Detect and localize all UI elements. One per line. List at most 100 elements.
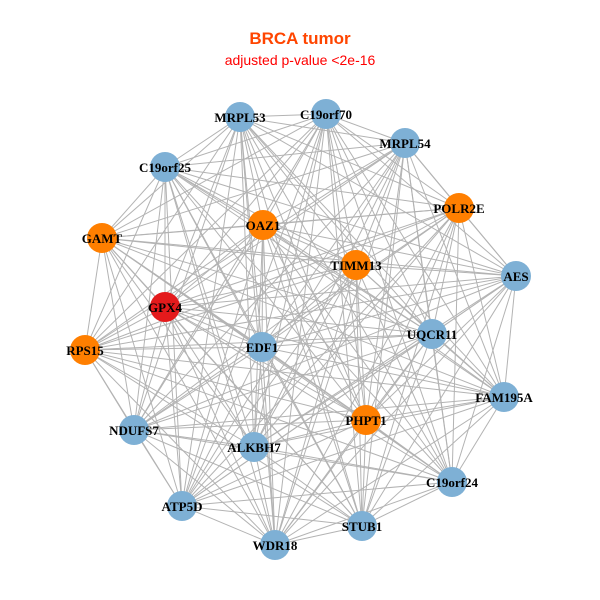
edge-GPX4-FAM195A	[164, 306, 505, 398]
edge-GAMT-ATP5D	[101, 237, 183, 507]
edge-GAMT-OAZ1	[101, 224, 264, 239]
edge-AES-WDR18	[274, 275, 517, 546]
edge-FAM195A-STUB1	[361, 396, 505, 527]
edge-MRPL53-PHPT1	[239, 116, 367, 421]
node-circle	[417, 319, 447, 349]
edge-C19orf70-C19orf25	[164, 113, 327, 168]
edge-C19orf70-STUB1	[325, 113, 363, 527]
edge-GAMT-UQCR11	[101, 237, 433, 335]
node-circle	[351, 405, 381, 435]
edge-C19orf25-POLR2E	[164, 166, 460, 209]
edge-PHPT1-STUB1	[361, 419, 367, 527]
node-circle	[247, 332, 277, 362]
edge-FAM195A-PHPT1	[365, 396, 505, 421]
node-circle	[150, 152, 180, 182]
node-label: GAMT	[82, 231, 123, 246]
edge-C19orf24-STUB1	[361, 481, 453, 527]
node-label: NDUFS7	[109, 423, 159, 438]
edge-TIMM13-WDR18	[274, 264, 357, 546]
node-wdr18: WDR18	[253, 530, 298, 560]
node-alkbh7: ALKBH7	[227, 432, 281, 462]
edge-NDUFS7-PHPT1	[133, 419, 367, 431]
node-edf1: EDF1	[246, 332, 279, 362]
edge-RPS15-ALKBH7	[84, 349, 255, 448]
node-rps15: RPS15	[66, 335, 104, 365]
edge-UQCR11-NDUFS7	[133, 333, 433, 431]
edge-C19orf25-NDUFS7	[133, 166, 166, 431]
edge-MRPL53-GPX4	[164, 116, 241, 308]
edge-EDF1-NDUFS7	[133, 346, 263, 431]
edge-MRPL54-GPX4	[164, 142, 406, 308]
edge-OAZ1-FAM195A	[262, 224, 505, 398]
edge-ALKBH7-ATP5D	[181, 446, 255, 507]
edge-C19orf70-ALKBH7	[253, 113, 327, 448]
edge-ATP5D-STUB1	[181, 505, 363, 527]
edge-GPX4-C19orf24	[164, 306, 453, 483]
edge-UQCR11-FAM195A	[431, 333, 505, 398]
edges-layer	[84, 113, 517, 546]
node-circle	[119, 415, 149, 445]
node-circle	[311, 99, 341, 129]
node-uqcr11: UQCR11	[407, 319, 457, 349]
edge-MRPL54-RPS15	[84, 142, 406, 351]
chart-title: BRCA tumor	[249, 29, 351, 48]
edge-POLR2E-C19orf24	[451, 207, 460, 483]
edge-C19orf25-C19orf24	[164, 166, 453, 483]
edge-AES-ALKBH7	[253, 275, 517, 448]
edge-TIMM13-EDF1	[261, 264, 357, 348]
node-polr2e: POLR2E	[433, 193, 485, 223]
edge-ALKBH7-WDR18	[253, 446, 276, 546]
edge-PHPT1-ALKBH7	[253, 419, 367, 448]
edge-PHPT1-WDR18	[274, 419, 367, 546]
edge-POLR2E-FAM195A	[458, 207, 505, 398]
edge-OAZ1-GPX4	[164, 224, 264, 308]
edge-MRPL53-WDR18	[239, 116, 276, 546]
edge-MRPL53-C19orf25	[164, 116, 241, 168]
edge-UQCR11-C19orf24	[431, 333, 453, 483]
edge-GAMT-RPS15	[84, 237, 103, 351]
edge-MRPL54-TIMM13	[355, 142, 406, 266]
edge-RPS15-EDF1	[84, 346, 263, 351]
node-circle	[341, 250, 371, 280]
node-label: STUB1	[342, 519, 382, 534]
edge-FAM195A-C19orf24	[451, 396, 505, 483]
node-label: GPX4	[148, 300, 182, 315]
edge-OAZ1-TIMM13	[262, 224, 357, 266]
edge-TIMM13-STUB1	[355, 264, 363, 527]
node-label: FAM195A	[475, 390, 533, 405]
node-label: RPS15	[66, 343, 104, 358]
edge-C19orf70-GAMT	[101, 113, 327, 239]
edge-EDF1-UQCR11	[261, 333, 433, 348]
node-circle	[347, 511, 377, 541]
edge-MRPL54-C19orf25	[164, 142, 406, 168]
node-label: C19orf70	[300, 107, 352, 122]
edge-EDF1-FAM195A	[261, 346, 505, 398]
edge-GPX4-STUB1	[164, 306, 363, 527]
edge-POLR2E-ATP5D	[181, 207, 460, 507]
edge-OAZ1-AES	[262, 224, 517, 277]
node-timm13: TIMM13	[330, 250, 382, 280]
edge-MRPL54-OAZ1	[262, 142, 406, 226]
node-c19orf25: C19orf25	[139, 152, 191, 182]
edge-MRPL54-ALKBH7	[253, 142, 406, 448]
node-mrpl53: MRPL53	[214, 102, 266, 132]
edge-MRPL54-EDF1	[261, 142, 406, 348]
node-circle	[390, 128, 420, 158]
edge-ALKBH7-C19orf24	[253, 446, 453, 483]
edge-RPS15-FAM195A	[84, 349, 505, 398]
node-gamt: GAMT	[82, 223, 123, 253]
edge-EDF1-ALKBH7	[253, 346, 263, 448]
edge-TIMM13-RPS15	[84, 264, 357, 351]
edge-C19orf25-RPS15	[84, 166, 166, 351]
edge-OAZ1-RPS15	[84, 224, 264, 351]
node-mrpl54: MRPL54	[379, 128, 431, 158]
edge-C19orf70-EDF1	[261, 113, 327, 348]
edge-NDUFS7-C19orf24	[133, 429, 453, 483]
edge-TIMM13-GPX4	[164, 264, 357, 308]
edge-OAZ1-C19orf24	[262, 224, 453, 483]
node-label: EDF1	[246, 340, 279, 355]
edge-POLR2E-NDUFS7	[133, 207, 460, 431]
node-label: C19orf24	[426, 475, 478, 490]
edge-RPS15-STUB1	[84, 349, 363, 527]
edge-GAMT-AES	[101, 237, 517, 277]
